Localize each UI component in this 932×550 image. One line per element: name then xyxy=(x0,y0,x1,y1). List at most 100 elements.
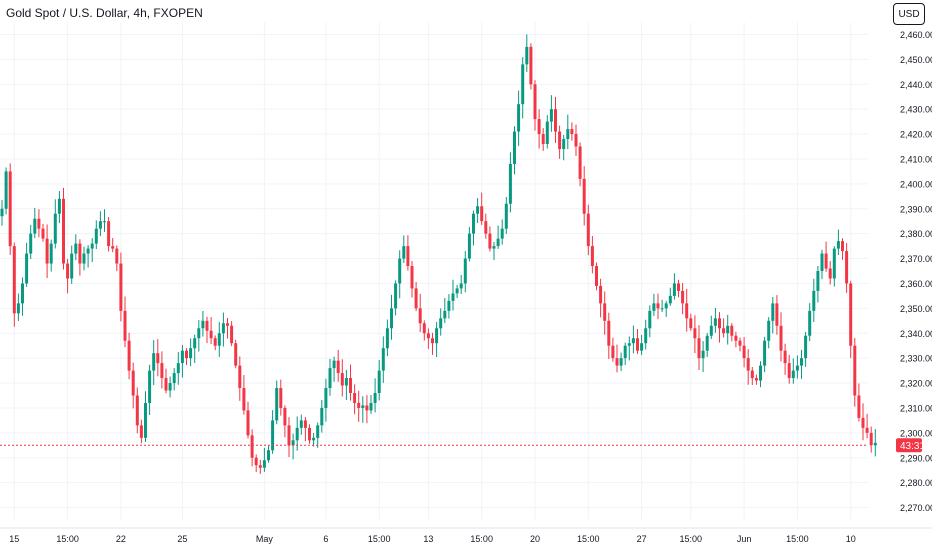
y-tick-label: 2,350.00 xyxy=(900,304,932,314)
candle-body xyxy=(525,46,529,65)
candle-body xyxy=(677,283,680,291)
candle-body xyxy=(508,163,512,204)
candle-body xyxy=(308,427,311,441)
candle-body xyxy=(504,203,508,229)
candle-body xyxy=(435,328,439,344)
candle-body xyxy=(455,288,459,294)
candle-body xyxy=(451,293,455,301)
candle-body xyxy=(303,420,307,428)
candle-body xyxy=(869,432,873,446)
candle-body xyxy=(664,303,668,309)
y-tick-label: 2,310.00 xyxy=(900,403,932,413)
candle-body xyxy=(201,320,205,329)
candle-body xyxy=(316,425,320,438)
candle-body xyxy=(496,238,500,247)
candle-body xyxy=(713,318,717,326)
y-tick-label: 2,410.00 xyxy=(900,154,932,164)
candle-body xyxy=(595,266,598,286)
candle-body xyxy=(513,131,516,164)
candle-body xyxy=(324,388,328,408)
candle-body xyxy=(603,303,607,321)
candle-body xyxy=(697,338,701,359)
candle-body xyxy=(385,328,389,349)
candle-body xyxy=(599,285,603,304)
candle-body xyxy=(53,213,57,244)
candle-body xyxy=(804,335,808,359)
candle-body xyxy=(176,363,180,374)
x-tick-label: 15:00 xyxy=(368,534,391,544)
y-tick-label: 2,320.00 xyxy=(900,379,932,389)
currency-button[interactable]: USD xyxy=(893,3,925,25)
candle-body xyxy=(800,358,803,366)
candle-body xyxy=(250,435,254,458)
candle-body xyxy=(275,388,279,421)
candle-body xyxy=(283,407,287,426)
candle-body xyxy=(312,437,316,441)
candle-body xyxy=(607,320,611,346)
candle-body xyxy=(377,370,381,394)
candle-body xyxy=(853,345,857,396)
y-tick-label: 2,340.00 xyxy=(900,329,932,339)
candle-body xyxy=(443,310,447,319)
candle-body xyxy=(156,353,160,364)
x-tick-label: 25 xyxy=(177,534,187,544)
y-tick-label: 2,300.00 xyxy=(900,428,932,438)
candle-body xyxy=(98,221,102,229)
x-tick-label: 15:00 xyxy=(680,534,703,544)
candle-body xyxy=(279,388,283,408)
candle-body xyxy=(41,228,45,239)
candle-body xyxy=(754,378,758,381)
candle-body xyxy=(414,288,418,309)
candle-body xyxy=(353,393,357,403)
candle-body xyxy=(787,363,791,379)
price-axis[interactable]: 2,270.00 2,280.00 2,290.00 2,300.00 2,310.00… xyxy=(900,30,932,513)
x-tick-label: Jun xyxy=(737,534,752,544)
candle-body xyxy=(127,340,131,371)
candle-body xyxy=(779,325,783,351)
candle-body xyxy=(500,228,504,239)
candle-body xyxy=(865,427,869,433)
candle-body xyxy=(705,335,709,351)
candle-body xyxy=(808,310,812,336)
countdown-label: 43:31 xyxy=(900,441,925,452)
candle-body xyxy=(763,340,767,366)
candle-body xyxy=(689,318,693,329)
candle-body xyxy=(845,251,849,284)
candle-body xyxy=(472,213,475,234)
candle-body xyxy=(742,345,746,359)
candle-body xyxy=(730,325,734,336)
candle-body xyxy=(816,271,820,291)
candle-body xyxy=(62,198,65,264)
candle-body xyxy=(357,402,361,408)
candle-body xyxy=(648,310,652,329)
candle-body xyxy=(139,425,143,438)
candle-body xyxy=(586,213,590,247)
candle-body xyxy=(180,350,184,364)
y-tick-label: 2,270.00 xyxy=(900,503,932,513)
candle-body xyxy=(402,246,406,259)
candle-body xyxy=(828,268,832,279)
candle-body xyxy=(660,308,664,310)
candle-body xyxy=(767,320,771,341)
candle-body xyxy=(431,338,434,344)
candle-body xyxy=(636,338,639,351)
candle-body xyxy=(746,358,750,371)
candle-body xyxy=(791,370,795,379)
candle-body xyxy=(185,350,188,359)
candle-body xyxy=(775,303,779,326)
candle-body xyxy=(390,308,393,329)
candle-body xyxy=(734,335,738,341)
candle-body xyxy=(750,370,754,379)
candle-body xyxy=(16,303,20,314)
candle-body xyxy=(668,295,672,304)
candle-body xyxy=(459,283,463,289)
candle-body xyxy=(82,253,86,264)
candle-body xyxy=(246,410,250,436)
time-axis[interactable]: 15 15:00 22 25 May 6 15:00 13 15:00 20 15:00 27 15:0… xyxy=(0,527,932,544)
y-tick-label: 2,450.00 xyxy=(900,55,932,65)
candle-body xyxy=(4,171,8,209)
candle-body xyxy=(672,283,676,296)
candle-body xyxy=(37,218,41,229)
candle-body xyxy=(619,358,623,366)
